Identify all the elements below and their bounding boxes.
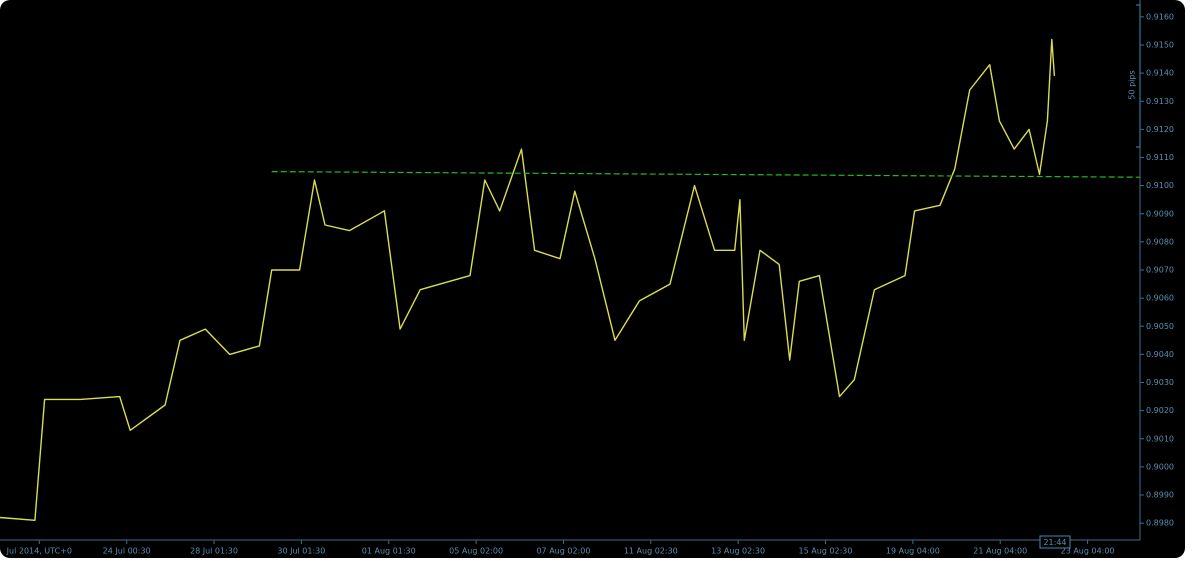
y-tick-label: 0.9020: [1146, 406, 1174, 415]
y-tick-label: 0.8980: [1146, 519, 1174, 528]
y-tick-label: 0.9150: [1146, 41, 1174, 50]
cursor-time-label: 21:44: [1043, 538, 1066, 547]
level-line: [271, 171, 1141, 178]
x-tick-label: 15 Aug 02:30: [799, 547, 853, 556]
y-tick-label: 0.8990: [1146, 491, 1174, 500]
pip-scale-bracket: [1136, 4, 1141, 148]
pip-scale-label: 50 pips: [1128, 70, 1137, 99]
y-tick-label: 0.9130: [1146, 97, 1174, 106]
x-tick-label: 21 Aug 04:00: [973, 547, 1027, 556]
x-tick-label: Jul 2014, UTC+0: [6, 547, 72, 556]
x-tick-label: 23 Aug 04:00: [1061, 547, 1115, 556]
x-tick-label: 28 Jul 01:30: [190, 547, 238, 556]
x-tick-label: 24 Jul 00:30: [103, 547, 151, 556]
y-tick-label: 0.9140: [1146, 69, 1174, 78]
y-tick-label: 0.9080: [1146, 237, 1174, 246]
y-tick-label: 0.9160: [1146, 12, 1174, 21]
price-line: [0, 38, 1056, 521]
y-tick-label: 0.9040: [1146, 350, 1174, 359]
y-tick-label: 0.9120: [1146, 125, 1174, 134]
x-tick-label: 11 Aug 02:30: [624, 547, 678, 556]
cursor-time-box: [1039, 535, 1071, 549]
y-tick-label: 0.9000: [1146, 462, 1174, 471]
y-tick-label: 0.9090: [1146, 209, 1174, 218]
y-tick-label: 0.9030: [1146, 378, 1174, 387]
y-tick-label: 0.9110: [1146, 153, 1174, 162]
y-tick-label: 0.9050: [1146, 322, 1174, 331]
y-tick-label: 0.9070: [1146, 266, 1174, 275]
x-tick-label: 19 Aug 04:00: [886, 547, 940, 556]
x-tick-label: 05 Aug 02:00: [449, 547, 503, 556]
x-tick-label: 13 Aug 02:30: [711, 547, 765, 556]
y-tick-label: 0.9100: [1146, 181, 1174, 190]
y-tick-label: 0.9010: [1146, 434, 1174, 443]
y-tick-label: 0.9060: [1146, 294, 1174, 303]
x-tick-label: 01 Aug 01:30: [362, 547, 416, 556]
x-tick-label: 07 Aug 02:00: [536, 547, 590, 556]
x-tick-label: 30 Jul 01:30: [277, 547, 325, 556]
